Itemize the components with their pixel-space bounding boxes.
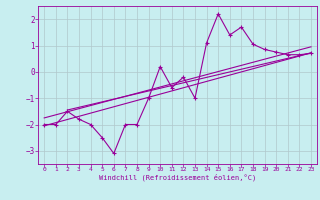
X-axis label: Windchill (Refroidissement éolien,°C): Windchill (Refroidissement éolien,°C)	[99, 174, 256, 181]
